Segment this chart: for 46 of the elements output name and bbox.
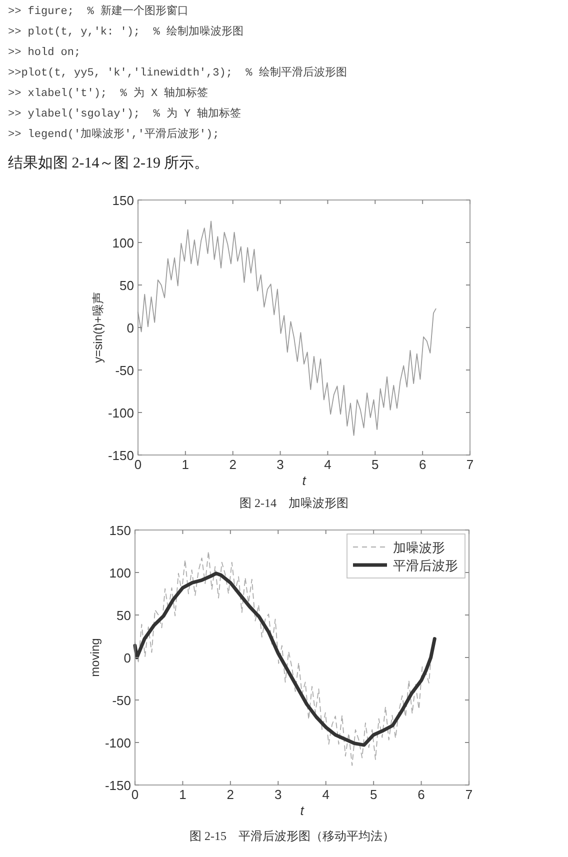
y-tick-label: -150 (108, 448, 134, 463)
x-tick-label: 1 (179, 787, 186, 802)
y-tick-label: 100 (109, 566, 131, 580)
y-axis-title: moving (88, 638, 102, 677)
y-tick-label: -100 (108, 406, 134, 420)
x-tick-label: 5 (370, 787, 378, 802)
text: >> xlabel('t'); % 为 X 轴加标签 (8, 86, 208, 100)
y-tick-label: 0 (126, 320, 134, 336)
x-axis-title: t (300, 803, 306, 818)
x-tick-label: 7 (466, 457, 474, 472)
x-tick-label: 2 (226, 787, 234, 802)
legend-label: 加噪波形 (393, 540, 445, 555)
x-axis-title: t (302, 473, 308, 488)
x-tick-label: 1 (182, 457, 190, 472)
x-tick-label: 2 (229, 457, 236, 472)
line-series (133, 572, 436, 747)
y-tick-label: -50 (115, 363, 134, 378)
y-tick-label: 50 (116, 608, 131, 623)
legend-label: 平滑后波形 (393, 558, 458, 573)
text: >> figure; % 新建一个图形窗口 (8, 4, 188, 18)
line-series (138, 220, 436, 436)
x-tick-label: 3 (276, 457, 284, 472)
text: >> legend('加噪波形','平滑后波形'); (8, 127, 220, 141)
text: 结果如图 2-14～图 2-19 所示。 (8, 154, 210, 172)
y-axis-title: y=sin(t)+噪声 (91, 292, 105, 363)
y-tick-label: -100 (104, 736, 131, 750)
y-tick-label: -50 (112, 693, 131, 708)
text: >> plot(t, y,'k: '); % 绘制加噪波形图 (8, 24, 244, 38)
text: >> hold on; (8, 47, 81, 59)
caption: 图 2-14 加噪波形图 (240, 496, 348, 510)
x-tick-label: 5 (372, 457, 379, 472)
y-tick-label: 50 (120, 278, 134, 293)
x-tick-label: 7 (465, 787, 473, 802)
x-tick-label: 4 (324, 457, 332, 472)
y-tick-label: 0 (124, 650, 131, 666)
x-tick-label: 3 (274, 787, 282, 802)
x-tick-label: 6 (418, 457, 426, 472)
x-tick-label: 6 (418, 787, 425, 802)
y-tick-label: 100 (112, 236, 134, 250)
text: >> ylabel('sgolay'); % 为 Y 轴加标签 (8, 106, 242, 120)
text: >>plot(t, yy5, 'k','linewidth',3); % 绘制平滑后波形图 (8, 66, 347, 80)
y-tick-label: 150 (112, 193, 134, 208)
caption: 图 2-15 平滑后波形图（移动平均法） (190, 829, 394, 843)
y-tick-label: 150 (109, 523, 131, 538)
x-tick-label: 4 (322, 787, 330, 802)
y-tick-label: -150 (104, 778, 131, 793)
